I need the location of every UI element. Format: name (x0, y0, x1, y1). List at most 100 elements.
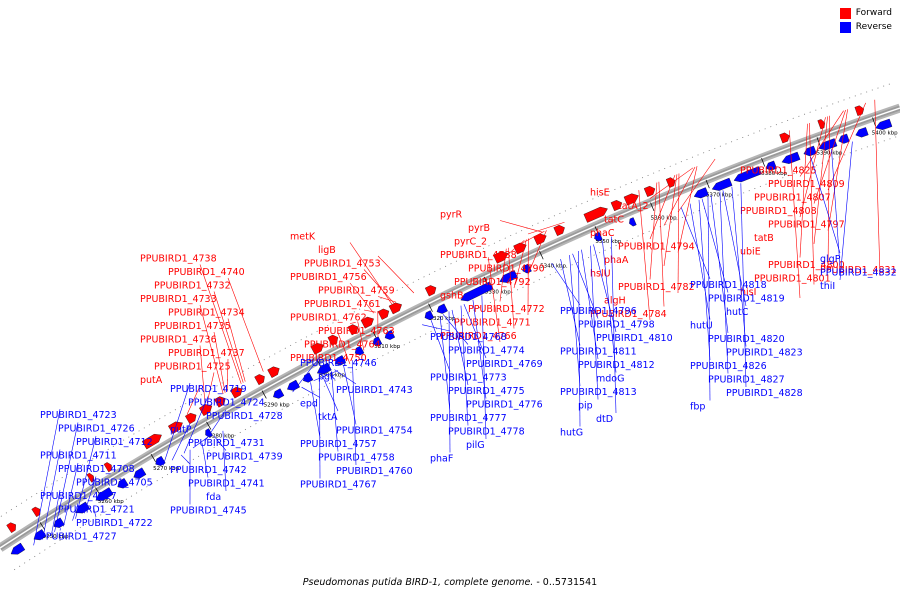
reverse-gene-arrow (10, 542, 26, 555)
forward-leader-line (227, 277, 264, 372)
backbone-group (0, 83, 900, 571)
reverse-leader-line (590, 245, 599, 400)
reverse-gene (287, 379, 300, 391)
forward-gene-label: PPUBIRD1_4762 (290, 313, 367, 324)
forward-leader-line (507, 247, 515, 329)
legend-reverse: Reverse (839, 20, 892, 34)
forward-gene-label: algH (604, 296, 626, 307)
reverse-gene-arrow (629, 217, 637, 227)
forward-leader-line (499, 220, 543, 233)
forward-gene-arrow (493, 251, 509, 264)
reverse-gene-label: PPUBIRD1_4818 (690, 280, 767, 291)
reverse-gene-label: mdoG (596, 374, 624, 385)
reverse-gene-label: PPUBIRD1_4722 (76, 518, 153, 529)
forward-gene-label: PPUBIRD1_4733 (140, 294, 217, 305)
reverse-gene-label: epd (300, 399, 318, 410)
tick-mark (39, 522, 46, 531)
sequence-range: - 0..5731541 (533, 577, 598, 588)
forward-leader-line (527, 230, 547, 275)
forward-gene-label: pyrC_2 (454, 237, 487, 248)
forward-gene (267, 366, 280, 378)
forward-gene (214, 396, 226, 408)
forward-gene (377, 308, 390, 320)
forward-gene-label: PPUBIRD1_4734 (168, 308, 245, 319)
forward-gene-label: putA (140, 375, 163, 386)
reverse-gene-arrow (733, 166, 762, 183)
forward-leader-line (199, 264, 242, 384)
reverse-gene (117, 478, 129, 489)
forward-leader-line (349, 322, 356, 324)
reverse-gene-label: phaF (430, 454, 453, 465)
reverse-gene-arrow (875, 118, 893, 130)
reverse-gene (436, 303, 448, 314)
forward-gene-label: PPUBIRD1_4831 (820, 265, 897, 276)
reverse-gene-label: PPUBIRD1_4727 (40, 532, 117, 543)
tick-mark (872, 117, 876, 127)
forward-leader-line (663, 174, 678, 267)
forward-gene-arrow (360, 316, 374, 329)
forward-leader-line (809, 123, 815, 285)
forward-leader-line (337, 331, 351, 365)
reverse-gene-label: PPUBIRD1_4810 (596, 333, 673, 344)
reverse-gene-arrow (273, 388, 285, 399)
reverse-gene-label: hutG (560, 428, 583, 439)
reverse-gene-label: PPUBIRD1_4723 (40, 410, 117, 421)
reverse-gene-arrow (460, 281, 494, 302)
reverse-gene-label: PPUBIRD1_4724 (188, 398, 265, 409)
forward-leader-line (206, 372, 215, 404)
forward-leader-line (513, 239, 527, 289)
organism-title: Pseudomonas putida BIRD-1, complete geno… (302, 577, 534, 588)
reverse-leader-line (180, 454, 191, 465)
forward-leader-line (827, 102, 867, 191)
legend-reverse-label: Reverse (855, 22, 892, 32)
tick-mark (428, 303, 433, 312)
reverse-leader-line (430, 320, 451, 372)
forward-leader-line (199, 304, 224, 394)
forward-gene-label: PPUBIRD1_4772 (468, 304, 545, 315)
forward-gene-arrow (347, 324, 359, 336)
forward-gene-label: PPUBIRD1_4763 (318, 326, 395, 337)
forward-gene-label: PPUBIRD1_4732 (154, 281, 231, 292)
reverse-gene-arrow (384, 329, 396, 340)
forward-leader-line (213, 331, 226, 393)
reverse-leader-line (680, 207, 711, 280)
reverse-gene-arrow (75, 501, 90, 514)
reverse-leader-line (292, 356, 321, 393)
tick-mark (761, 157, 766, 167)
reverse-gene-label: PPUBIRD1_4731 (188, 438, 265, 449)
reverse-leader-line (313, 370, 339, 382)
reverse-gene-label: PPUBIRD1_4773 (430, 373, 507, 384)
forward-leader-line (199, 345, 206, 405)
forward-gene-label: PPUBIRD1_4792 (454, 277, 531, 288)
reverse-leader-line (343, 364, 357, 425)
reverse-gene (803, 145, 817, 157)
reverse-gene-arrow (95, 487, 114, 501)
forward-gene (854, 105, 865, 116)
forward-leader-line (349, 282, 374, 314)
tick-label: 5260 kbp (98, 499, 124, 505)
reverse-leader-line (42, 449, 61, 540)
forward-gene (643, 185, 656, 197)
reverse-leader-line (322, 375, 339, 412)
reverse-leader-line (481, 295, 487, 440)
reverse-gene-arrow (287, 379, 300, 391)
forward-gene-label: PPUBIRD1_4825 (740, 166, 817, 177)
reverse-leader-line (731, 186, 747, 347)
reverse-gene-arrow (594, 231, 603, 242)
reverse-gene-label: PPUBIRD1_4775 (448, 386, 525, 397)
forward-leader-line (186, 385, 201, 415)
reverse-gene (354, 345, 365, 356)
forward-leader-line (363, 309, 376, 313)
forward-gene (347, 324, 359, 336)
reverse-gene-label: tktA (318, 412, 338, 423)
forward-leader-line (874, 99, 881, 277)
reverse-leader-line (310, 382, 321, 439)
forward-gene-label: tatB (754, 233, 774, 244)
tick-mark (206, 421, 212, 430)
forward-leader-line (813, 109, 846, 204)
legend-forward: Forward (839, 6, 892, 20)
reverse-gene-label: PPUBIRD1_4823 (726, 348, 803, 359)
forward-gene-arrow (610, 200, 623, 212)
forward-gene (388, 302, 402, 315)
reverse-leader-line (59, 528, 61, 531)
